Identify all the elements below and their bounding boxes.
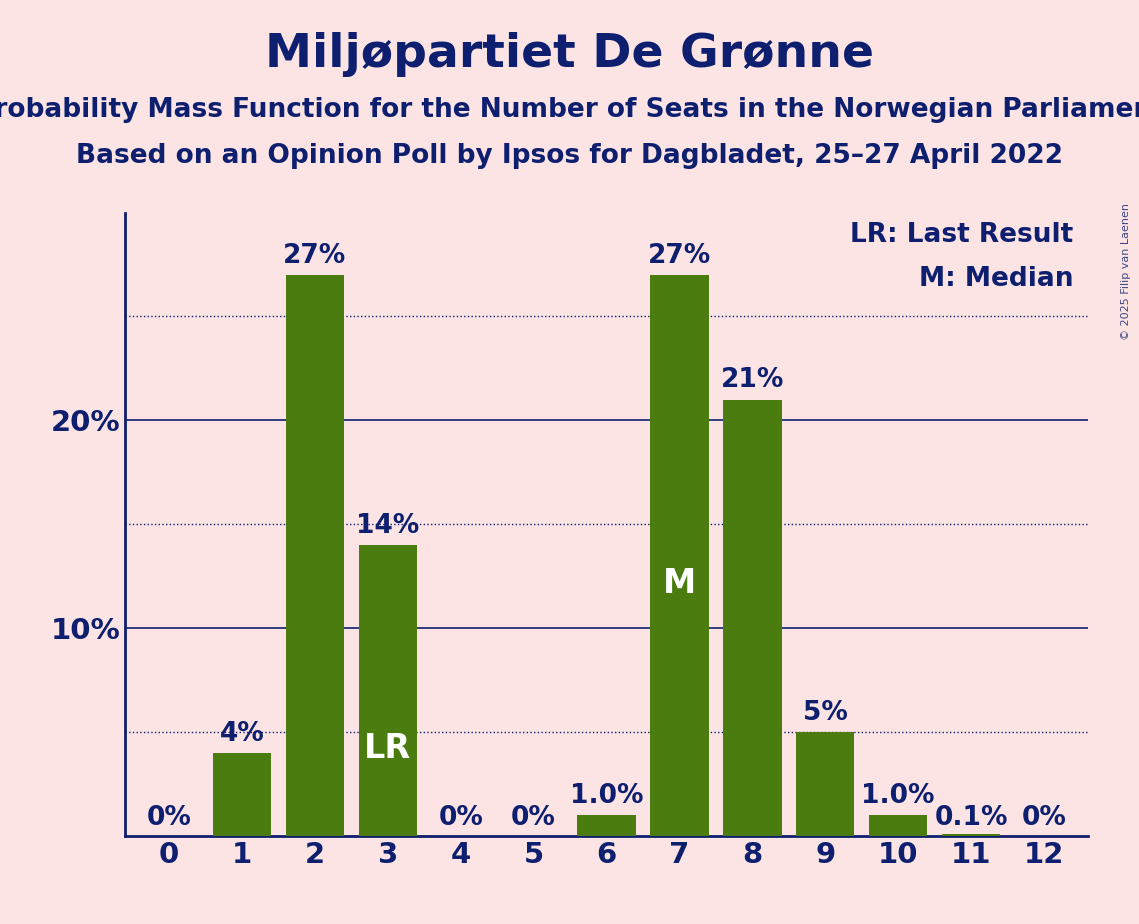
Text: 1.0%: 1.0% [570, 784, 644, 809]
Bar [286, 275, 344, 836]
Text: Based on an Opinion Poll by Ipsos for Dagbladet, 25–27 April 2022: Based on an Opinion Poll by Ipsos for Da… [76, 143, 1063, 169]
Text: 21%: 21% [721, 368, 784, 394]
Text: 14%: 14% [357, 513, 419, 539]
Text: 27%: 27% [284, 243, 346, 269]
Text: Miljøpartiet De Grønne: Miljøpartiet De Grønne [265, 32, 874, 78]
Bar [359, 545, 417, 836]
Text: 0%: 0% [1022, 805, 1066, 831]
Text: 27%: 27% [648, 243, 711, 269]
Text: M: Median: M: Median [919, 265, 1073, 292]
Text: LR: LR [364, 733, 411, 765]
Text: LR: Last Result: LR: Last Result [850, 222, 1073, 248]
Text: 5%: 5% [803, 700, 847, 726]
Text: 0%: 0% [147, 805, 191, 831]
Text: Probability Mass Function for the Number of Seats in the Norwegian Parliament: Probability Mass Function for the Number… [0, 97, 1139, 123]
Text: 1.0%: 1.0% [861, 784, 935, 809]
Text: © 2025 Filip van Laenen: © 2025 Filip van Laenen [1121, 203, 1131, 340]
Bar [577, 816, 636, 836]
Text: 0.1%: 0.1% [934, 805, 1008, 831]
Bar [213, 753, 271, 836]
Text: M: M [663, 567, 696, 600]
Text: 0%: 0% [511, 805, 556, 831]
Bar [796, 732, 854, 836]
Text: 4%: 4% [220, 721, 264, 747]
Bar [650, 275, 708, 836]
Bar [942, 834, 1000, 836]
Text: 0%: 0% [439, 805, 483, 831]
Bar [723, 399, 781, 836]
Bar [869, 816, 927, 836]
